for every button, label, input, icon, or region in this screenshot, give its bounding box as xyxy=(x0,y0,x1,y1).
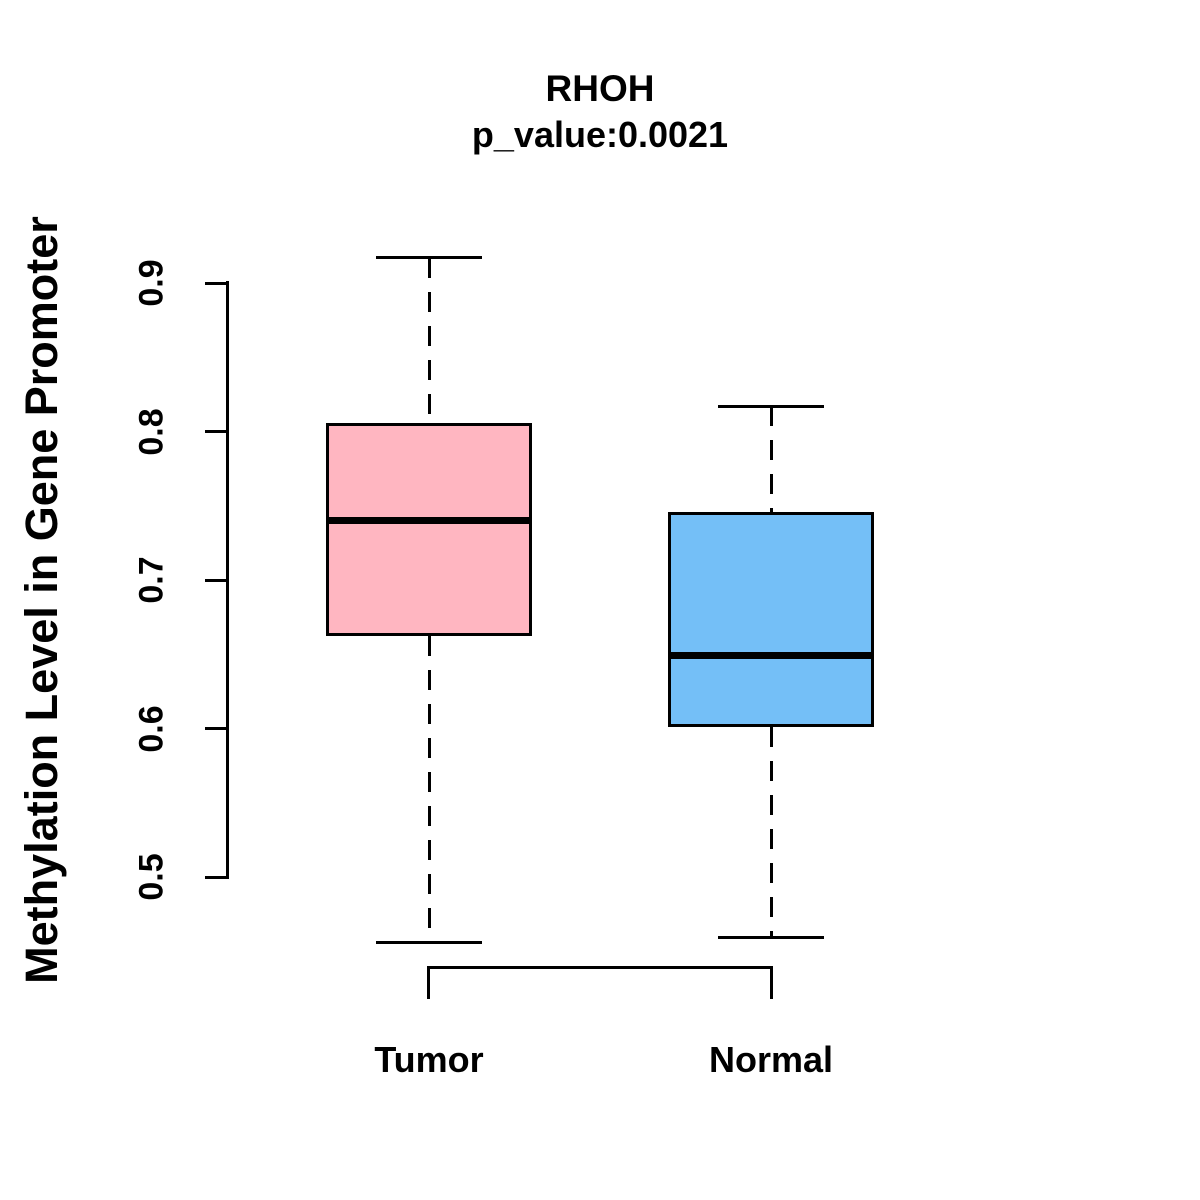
y-tick-mark xyxy=(205,727,228,730)
box-normal xyxy=(668,511,874,727)
chart-subtitle-pvalue: p_value:0.0021 xyxy=(471,114,729,155)
whisker-upper-normal xyxy=(769,406,773,512)
y-tick-mark xyxy=(205,281,228,285)
y-tick-mark xyxy=(205,430,228,433)
y-axis-title: Methylation Level in Gene Promoter xyxy=(16,216,67,984)
whisker-cap-lower-normal xyxy=(718,936,824,940)
x-category-label-normal: Normal xyxy=(708,1039,834,1080)
x-axis-line xyxy=(427,966,773,969)
y-tick-label: 0.9 xyxy=(132,259,171,307)
median-line-normal xyxy=(668,652,874,660)
x-axis-tick-tumor xyxy=(427,966,430,999)
y-tick-label: 0.7 xyxy=(132,556,171,604)
whisker-cap-lower-tumor xyxy=(376,940,482,944)
whisker-upper-tumor xyxy=(427,257,431,423)
x-category-label-tumor: Tumor xyxy=(374,1039,484,1080)
y-tick-mark xyxy=(205,875,228,879)
median-line-tumor xyxy=(326,517,532,525)
box-tumor xyxy=(326,422,532,637)
y-tick-mark xyxy=(205,578,228,582)
whisker-cap-upper-normal xyxy=(718,404,824,408)
chart-title: RHOH xyxy=(545,68,655,109)
y-tick-label: 0.5 xyxy=(132,853,171,901)
whisker-lower-normal xyxy=(769,727,773,938)
whisker-cap-upper-tumor xyxy=(376,256,482,260)
x-axis-tick-normal xyxy=(770,966,773,999)
y-tick-label: 0.8 xyxy=(132,407,171,456)
y-tick-label: 0.6 xyxy=(132,704,171,753)
whisker-lower-tumor xyxy=(427,636,431,943)
